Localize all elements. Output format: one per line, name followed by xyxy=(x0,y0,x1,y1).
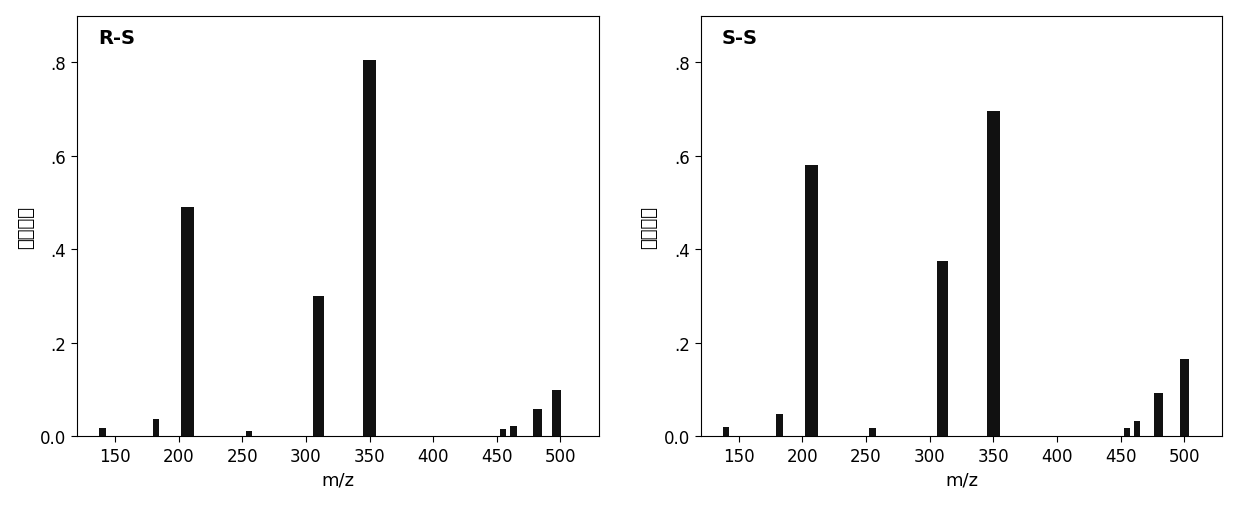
Bar xyxy=(501,429,507,436)
Bar xyxy=(987,112,1000,436)
Bar xyxy=(937,262,948,436)
Bar xyxy=(777,414,783,436)
Bar xyxy=(510,426,517,436)
Text: S-S: S-S xyxy=(721,29,757,48)
Bar xyxy=(722,427,730,436)
Bar xyxy=(1180,360,1188,436)
Bar xyxy=(181,208,195,436)
X-axis label: m/z: m/z xyxy=(321,470,354,488)
Y-axis label: 相对强度: 相对强度 xyxy=(16,205,35,248)
Text: R-S: R-S xyxy=(98,29,135,48)
Bar xyxy=(245,431,252,436)
Bar xyxy=(99,428,105,436)
Bar xyxy=(313,296,325,436)
Bar xyxy=(363,61,375,436)
Bar xyxy=(152,419,159,436)
X-axis label: m/z: m/z xyxy=(945,470,978,488)
Y-axis label: 相对强度: 相对强度 xyxy=(641,205,658,248)
Bar xyxy=(870,428,876,436)
Bar xyxy=(1134,422,1140,436)
Bar xyxy=(805,166,818,436)
Bar xyxy=(533,410,541,436)
Bar xyxy=(1155,393,1163,436)
Bar xyxy=(1124,428,1130,436)
Bar xyxy=(553,390,561,436)
